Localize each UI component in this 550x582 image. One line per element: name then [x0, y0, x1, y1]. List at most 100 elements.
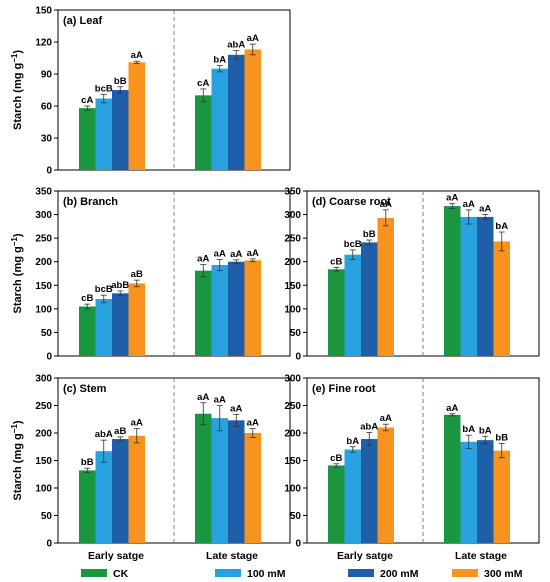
data-label: cB — [330, 453, 342, 464]
data-label: abA — [360, 421, 378, 432]
data-label: bB — [81, 457, 94, 468]
y-axis-label-close: ) — [12, 233, 24, 237]
y-tick-label: 250 — [284, 401, 301, 412]
bar — [477, 440, 494, 543]
y-axis-label-close: ) — [12, 50, 24, 54]
data-label: aA — [214, 248, 226, 259]
data-label: cA — [197, 78, 209, 89]
y-tick-label: 150 — [35, 6, 52, 17]
data-label: aA — [247, 33, 259, 44]
y-axis-label: Starch (mg g−1) — [10, 420, 24, 500]
y-tick-label: 50 — [290, 511, 302, 522]
bar — [79, 306, 96, 356]
bar — [95, 298, 112, 356]
panel-3: 0 50 100 150 200 250 300 Starch (mg g−1) (c) Ste… — [10, 374, 291, 550]
bar — [477, 216, 494, 356]
bar — [195, 270, 212, 356]
data-label: bB — [495, 432, 508, 443]
y-axis-label-close: ) — [12, 420, 24, 424]
panel-1: 0 50 100 150 200 250 300 350 Starch (mg g−1) (b) … — [10, 187, 291, 363]
y-tick-label: 60 — [41, 102, 53, 113]
y-axis-label: Starch (mg g−1) — [10, 233, 24, 313]
y-tick-label: 300 — [35, 210, 52, 221]
y-tick-label: 30 — [41, 134, 53, 145]
y-tick-label: 100 — [35, 304, 52, 315]
panel-title: (b) Branch — [63, 196, 118, 208]
panel-title: (c) Stem — [63, 383, 107, 395]
bar — [460, 441, 477, 543]
data-label: aA — [479, 204, 491, 215]
data-label: bA — [479, 425, 492, 436]
bar — [112, 439, 129, 543]
y-axis-label-main: Starch (mg g — [12, 433, 24, 500]
y-tick-label: 0 — [46, 166, 52, 177]
bar — [228, 261, 245, 356]
legend-swatch — [215, 569, 241, 577]
y-axis-label-exponent: −1 — [10, 53, 19, 63]
data-label: bA — [462, 424, 475, 435]
x-category-label: Early satge — [337, 550, 393, 562]
data-label: aB — [131, 269, 143, 280]
legend-label: 100 mM — [247, 568, 286, 580]
bar — [195, 413, 212, 543]
y-tick-label: 150 — [284, 281, 301, 292]
y-axis-label-exponent: −1 — [10, 424, 19, 434]
y-tick-label: 50 — [41, 328, 53, 339]
bar — [211, 68, 228, 170]
bar — [493, 450, 510, 543]
y-tick-label: 200 — [35, 429, 52, 440]
x-category-label: Late stage — [455, 550, 507, 562]
bar — [493, 241, 510, 356]
bar — [95, 98, 112, 170]
data-label: bA — [213, 54, 226, 65]
y-tick-label: 250 — [284, 234, 301, 245]
data-label: abA — [95, 429, 113, 440]
data-label: bcB — [344, 239, 362, 250]
y-tick-label: 250 — [35, 234, 52, 245]
y-axis-label: Starch (mg g−1) — [10, 50, 24, 130]
legend-label: CK — [113, 568, 129, 580]
y-tick-label: 300 — [284, 210, 301, 221]
y-tick-label: 0 — [295, 539, 301, 550]
bar — [211, 265, 228, 356]
bar — [361, 439, 378, 543]
legend: CK 100 mM 200 mM 300 mM — [81, 568, 523, 580]
y-tick-label: 300 — [35, 374, 52, 385]
data-label: aA — [131, 418, 143, 429]
bar — [444, 206, 461, 356]
data-label: bcB — [95, 284, 113, 295]
data-label: cA — [81, 95, 93, 106]
data-label: aA — [247, 248, 259, 259]
data-label: abB — [111, 280, 129, 291]
data-label: aA — [214, 395, 226, 406]
data-label: aA — [463, 199, 475, 210]
y-tick-label: 350 — [284, 187, 301, 198]
y-tick-label: 150 — [35, 281, 52, 292]
panel-title: (d) Coarse root — [312, 196, 391, 208]
bar — [79, 108, 96, 170]
bar — [128, 283, 145, 356]
data-label: aA — [131, 50, 143, 61]
bar — [377, 427, 394, 543]
y-tick-label: 300 — [284, 374, 301, 385]
x-category-label: Late stage — [206, 550, 258, 562]
bar — [361, 242, 378, 356]
data-label: aA — [380, 199, 392, 210]
bar — [328, 269, 345, 356]
bar — [444, 414, 461, 543]
y-tick-label: 150 — [35, 456, 52, 467]
bar — [79, 470, 96, 543]
legend-swatch — [452, 569, 478, 577]
y-tick-label: 150 — [284, 456, 301, 467]
data-label: cB — [81, 293, 93, 304]
bar — [244, 433, 261, 543]
data-label: bcB — [95, 83, 113, 94]
bar — [344, 449, 361, 543]
y-tick-label: 50 — [290, 328, 302, 339]
data-label: cB — [330, 256, 342, 267]
data-label: abA — [227, 40, 245, 51]
y-tick-label: 100 — [284, 484, 301, 495]
y-tick-label: 200 — [284, 257, 301, 268]
